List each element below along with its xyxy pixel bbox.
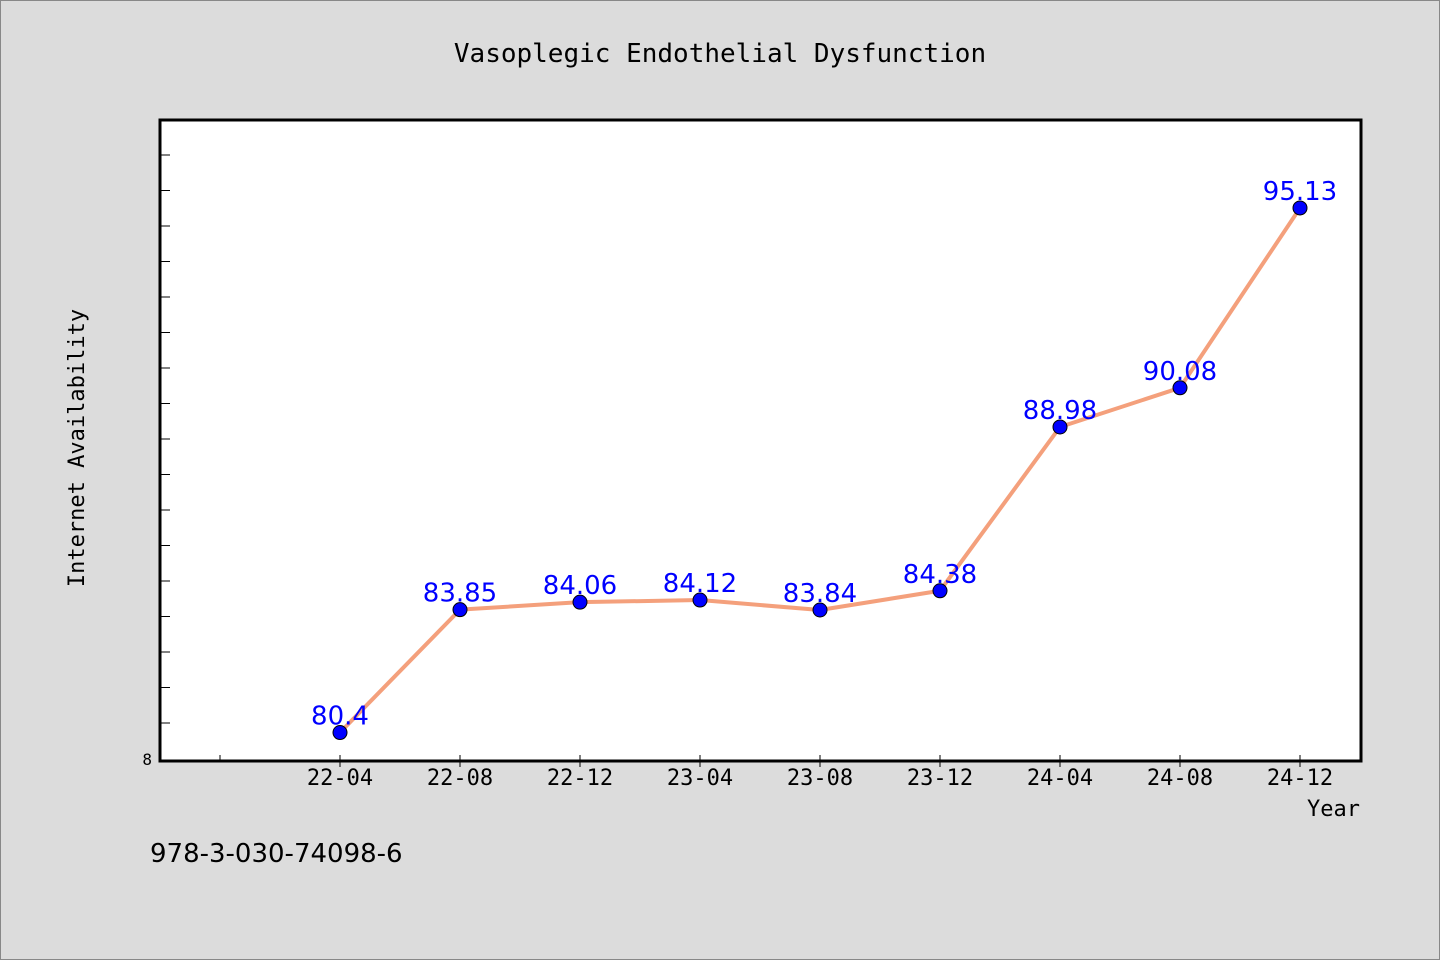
x-tick-label: 22-08: [427, 766, 493, 791]
data-labels: 80.4 83.85 84.06 84.12 83.84 84.38 88.98 90.08 9…: [311, 177, 1337, 732]
x-axis-label: Year: [1307, 797, 1360, 822]
data-label: 83.85: [423, 579, 497, 609]
data-markers: [332, 200, 1308, 741]
x-tick-label: 24-04: [1027, 766, 1093, 791]
x-tick-label: 22-12: [547, 766, 613, 791]
data-point: [572, 594, 588, 610]
data-point: [1172, 380, 1188, 396]
data-point: [692, 592, 708, 608]
plot-area: [158, 118, 1363, 763]
data-label: 84.38: [903, 560, 977, 590]
data-label: 80.4: [311, 702, 369, 732]
x-tick-label: 24-08: [1147, 766, 1213, 791]
x-tick-label: 23-12: [907, 766, 973, 791]
data-point: [1052, 419, 1068, 435]
data-point: [452, 602, 468, 618]
data-label: 84.06: [543, 571, 617, 601]
data-point: [332, 725, 348, 741]
data-label: 95.13: [1263, 177, 1337, 207]
y-axis-ticks: [160, 154, 170, 724]
data-label: 84.12: [663, 569, 737, 599]
y-axis-label: Internet Availability: [65, 309, 90, 587]
y-tick-label: 8: [142, 750, 152, 769]
x-axis-ticks: 22-04 22-08 22-12 23-04 23-08 23-12 24-04 24-08…: [219, 755, 1333, 791]
data-point: [1292, 200, 1308, 216]
chart-title: Vasoplegic Endothelial Dysfunction: [454, 39, 986, 69]
data-point: [812, 602, 828, 618]
x-tick-label: 24-12: [1267, 766, 1333, 791]
x-tick-label: 23-04: [667, 766, 733, 791]
x-tick-label: 23-08: [787, 766, 853, 791]
x-tick-label: 22-04: [307, 766, 373, 791]
data-label: 88.98: [1023, 396, 1097, 426]
data-label: 83.84: [783, 579, 857, 609]
data-label: 90.08: [1143, 357, 1217, 387]
data-point: [932, 583, 948, 599]
footer-isbn: 978-3-030-74098-6: [150, 839, 403, 869]
